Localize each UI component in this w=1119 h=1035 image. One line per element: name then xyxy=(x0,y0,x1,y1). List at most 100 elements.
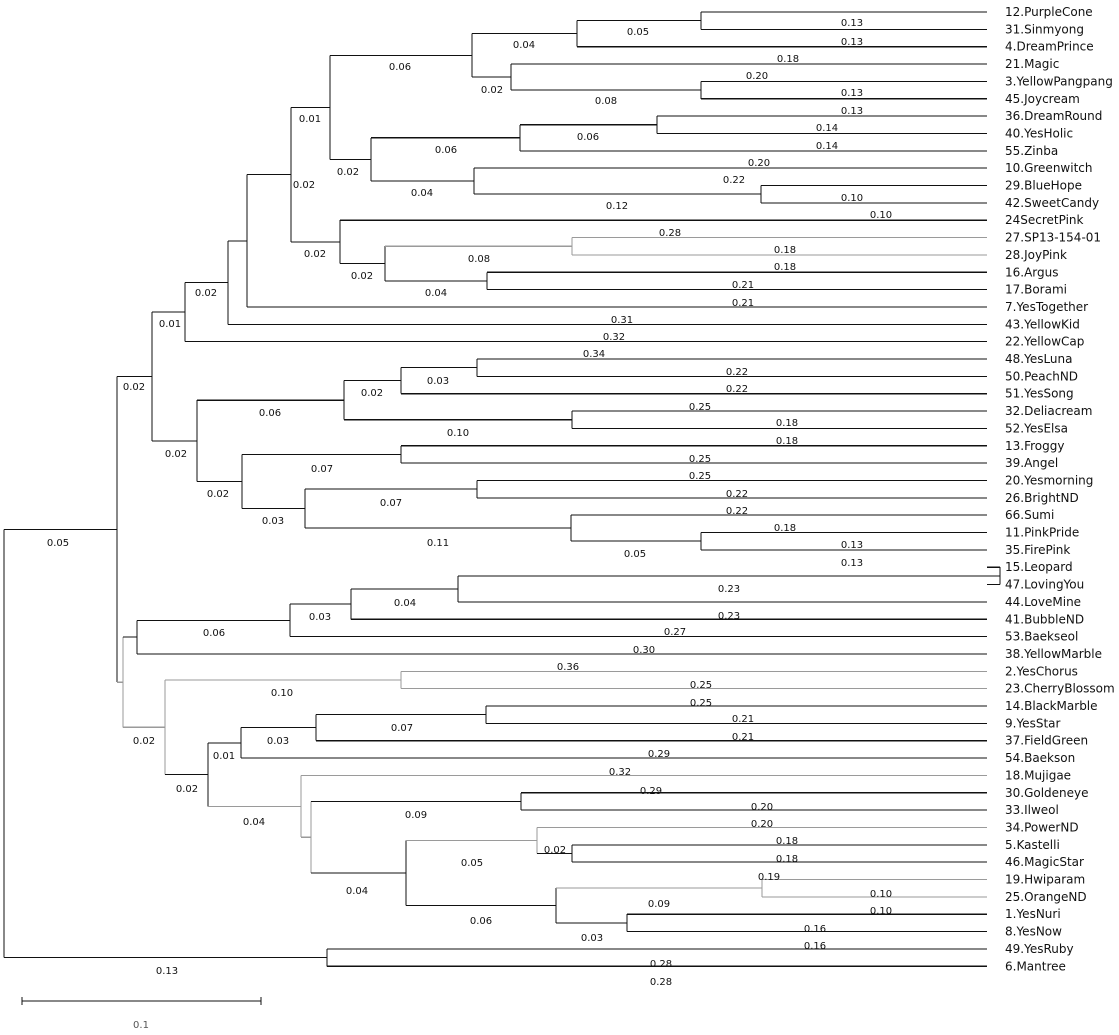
branch-length-label: 0.04 xyxy=(411,188,433,199)
taxon-label: 34.PowerND xyxy=(1005,820,1079,834)
taxon-label: 35.FirePink xyxy=(1005,543,1070,557)
branch-length-label: 0.13 xyxy=(841,88,863,99)
taxon-label: 28.JoyPink xyxy=(1005,248,1067,262)
branch-length-label: 0.29 xyxy=(640,786,662,797)
taxon-label: 30.Goldeneye xyxy=(1005,786,1089,800)
taxon-label: 11.PinkPride xyxy=(1005,526,1079,540)
taxon-label: 15.Leopard xyxy=(1005,560,1073,574)
branch-length-label: 0.11 xyxy=(427,538,449,549)
taxon-label: 41.BubbleND xyxy=(1005,612,1084,626)
branch-length-label: 0.13 xyxy=(841,106,863,117)
taxon-label: 4.DreamPrince xyxy=(1005,40,1094,54)
taxon-label: 27.SP13-154-01 xyxy=(1005,231,1101,245)
branch-length-label: 0.19 xyxy=(758,872,780,883)
taxon-label: 20.Yesmorning xyxy=(1005,473,1093,487)
taxon-label: 37.FieldGreen xyxy=(1005,734,1088,748)
branch-length-label: 0.20 xyxy=(746,71,768,82)
scale-bar-label: 0.1 xyxy=(133,1020,149,1031)
branch-length-label: 0.31 xyxy=(611,315,633,326)
branch-length-label: 0.22 xyxy=(723,175,745,186)
branch-length-label: 0.23 xyxy=(718,584,740,595)
branch-length-label: 0.10 xyxy=(841,193,863,204)
branch-length-label: 0.08 xyxy=(595,96,617,107)
branch-length-label: 0.22 xyxy=(726,506,748,517)
branch-length-label: 0.20 xyxy=(751,819,773,830)
branch-length-label: 0.06 xyxy=(259,408,281,419)
taxon-label: 23.CherryBlossom xyxy=(1005,682,1115,696)
branch-length-label: 0.13 xyxy=(841,18,863,29)
taxon-label: 13.Froggy xyxy=(1005,439,1064,453)
branch-length-label: 0.14 xyxy=(816,141,838,152)
branch-length-label: 0.28 xyxy=(659,228,681,239)
branch-length-label: 0.21 xyxy=(732,714,754,725)
branch-length-label: 0.32 xyxy=(609,767,631,778)
branch-length-label: 0.23 xyxy=(718,611,740,622)
branch-length-label: 0.01 xyxy=(213,751,235,762)
branch-length-label: 0.18 xyxy=(777,54,799,65)
branch-length-label: 0.05 xyxy=(47,538,69,549)
branch-length-label: 0.02 xyxy=(133,736,155,747)
taxon-label: 40.YesHolic xyxy=(1005,126,1073,140)
branch-length-label: 0.08 xyxy=(468,254,490,265)
branch-length-label: 0.22 xyxy=(726,384,748,395)
branch-length-label: 0.13 xyxy=(156,966,178,977)
branch-length-label: 0.18 xyxy=(774,262,796,273)
branch-length-label: 0.07 xyxy=(391,723,413,734)
taxon-label: 50.PeachND xyxy=(1005,369,1078,383)
branch-length-label: 0.18 xyxy=(776,836,798,847)
branch-length-labels: 0.13 0.05 0.13 0.04 0.18 0.06 0.20 0.13 0.02 0.08… xyxy=(47,18,892,988)
branch-length-label: 0.03 xyxy=(309,612,331,623)
branch-length-label: 0.05 xyxy=(461,858,483,869)
branch-length-label: 0.04 xyxy=(243,817,265,828)
branch-length-label: 0.09 xyxy=(405,810,427,821)
taxon-label: 33.Ilweol xyxy=(1005,803,1059,817)
branch-length-label: 0.02 xyxy=(351,271,373,282)
branch-length-label: 0.25 xyxy=(689,402,711,413)
branch-length-label: 0.01 xyxy=(299,114,321,125)
branch-length-label: 0.25 xyxy=(689,471,711,482)
taxon-label: 43.YellowKid xyxy=(1005,317,1080,331)
branch-length-label: 0.02 xyxy=(337,167,359,178)
branch-length-label: 0.01 xyxy=(159,319,181,330)
branch-length-label: 0.03 xyxy=(267,736,289,747)
branch-length-label: 0.02 xyxy=(207,489,229,500)
branch-length-label: 0.06 xyxy=(470,916,492,927)
taxon-label: 55.Zinba xyxy=(1005,144,1058,158)
taxon-label: 45.Joycream xyxy=(1005,92,1080,106)
taxon-label: 3.YellowPangpang xyxy=(1005,74,1113,88)
branch-length-label: 0.28 xyxy=(650,977,672,988)
taxon-label: 32.Deliacream xyxy=(1005,404,1092,418)
branch-length-label: 0.25 xyxy=(690,698,712,709)
branch-length-label: 0.25 xyxy=(689,454,711,465)
branch-length-label: 0.27 xyxy=(664,627,686,638)
taxon-labels: 12.PurpleCone 31.Sinmyong 4.DreamPrince 21.… xyxy=(1005,5,1115,973)
taxon-label: 48.YesLuna xyxy=(1005,352,1073,366)
taxon-label: 38.YellowMarble xyxy=(1005,647,1102,661)
branch-length-label: 0.03 xyxy=(262,516,284,527)
branch-length-label: 0.02 xyxy=(195,288,217,299)
taxon-label: 16.Argus xyxy=(1005,265,1059,279)
branch-length-label: 0.14 xyxy=(816,123,838,134)
taxon-label: 52.YesElsa xyxy=(1005,421,1068,435)
branch-length-label: 0.16 xyxy=(804,941,826,952)
branch-length-label: 0.10 xyxy=(870,210,892,221)
taxon-label: 66.Sumi xyxy=(1005,508,1054,522)
branch-length-label: 0.05 xyxy=(624,549,646,560)
branch-length-label: 0.32 xyxy=(603,332,625,343)
branch-length-label: 0.18 xyxy=(774,245,796,256)
taxon-label: 21.Magic xyxy=(1005,57,1059,71)
branch-length-label: 0.06 xyxy=(577,132,599,143)
taxon-label: 7.YesTogether xyxy=(1005,300,1088,314)
taxon-label: 24SecretPink xyxy=(1005,213,1084,227)
branch-length-label: 0.04 xyxy=(394,598,416,609)
branch-length-label: 0.25 xyxy=(690,680,712,691)
branch-length-label: 0.21 xyxy=(732,280,754,291)
taxon-label: 51.YesSong xyxy=(1005,387,1074,401)
taxon-label: 8.YesNow xyxy=(1005,925,1062,939)
taxon-label: 49.YesRuby xyxy=(1005,942,1074,956)
branch-length-label: 0.29 xyxy=(648,749,670,760)
branch-length-label: 0.05 xyxy=(627,27,649,38)
branch-length-label: 0.10 xyxy=(447,428,469,439)
taxon-label: 1.YesNuri xyxy=(1005,907,1061,921)
branch-length-label: 0.20 xyxy=(751,802,773,813)
